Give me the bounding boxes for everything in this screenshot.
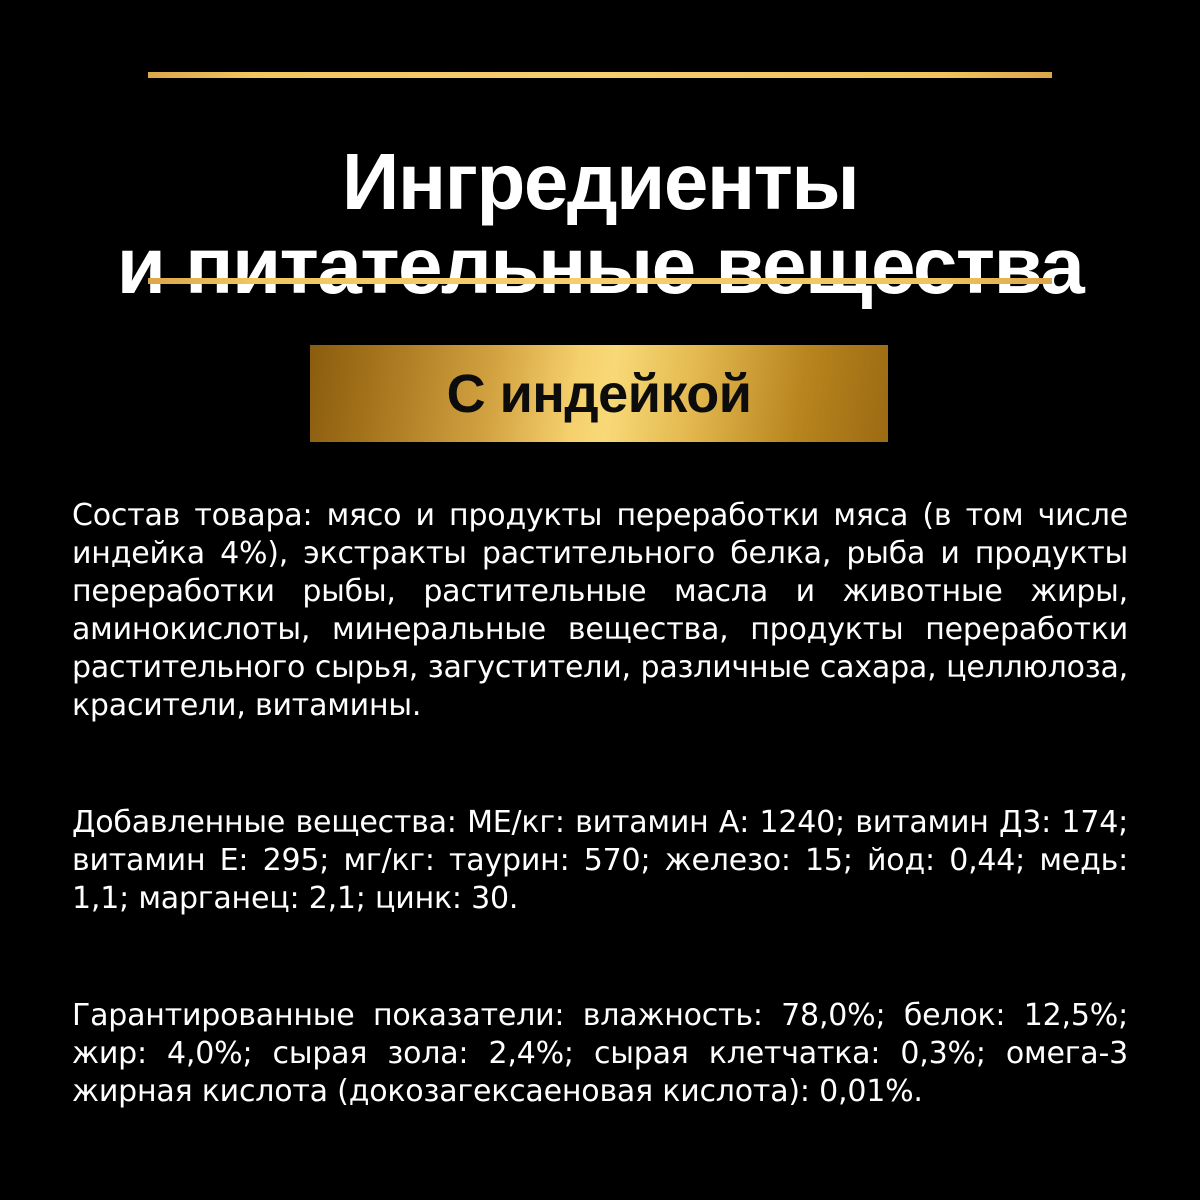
page-title-line-2: и питательные вещества <box>116 220 1085 310</box>
gold-divider-bottom <box>148 278 1052 284</box>
additives-paragraph: Добавленные вещества: МЕ/кг: витамин А: … <box>72 805 1128 916</box>
variant-label: С индейкой <box>446 363 752 424</box>
guaranteed-analysis-paragraph: Гарантированные показатели: влажность: 7… <box>72 998 1128 1109</box>
nutrition-text-block: Состав товара: мясо и продукты переработ… <box>72 497 1128 1111</box>
variant-banner: С индейкой <box>310 345 888 442</box>
page-title: Ингредиенты и питательные вещества <box>0 136 1200 310</box>
gold-divider-top <box>148 72 1052 78</box>
page-title-line-1: Ингредиенты <box>341 136 860 226</box>
composition-paragraph: Состав товара: мясо и продукты переработ… <box>72 498 1128 723</box>
